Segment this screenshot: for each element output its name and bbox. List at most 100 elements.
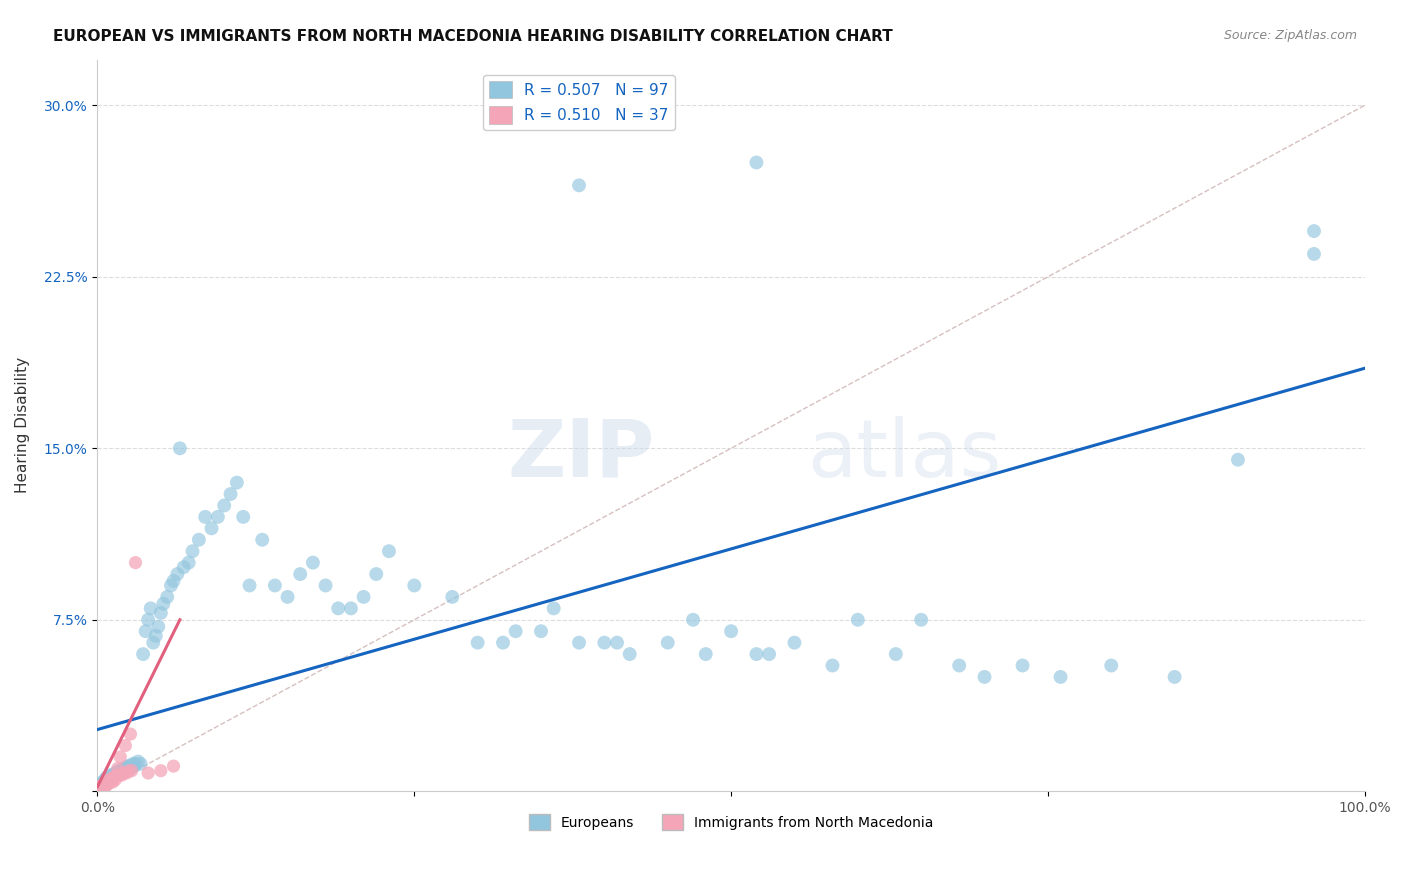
Point (114, 761, 136, 775)
Point (100, 771, 122, 785)
Point (97, 775, 120, 789)
Point (145, 629, 167, 643)
Point (120, 761, 142, 775)
Point (101, 775, 124, 789)
Point (98, 772, 121, 787)
Text: atlas: atlas (807, 416, 1001, 493)
Text: EUROPEAN VS IMMIGRANTS FROM NORTH MACEDONIA HEARING DISABILITY CORRELATION CHART: EUROPEAN VS IMMIGRANTS FROM NORTH MACEDO… (53, 29, 893, 44)
Point (149, 606, 172, 620)
Point (110, 766, 132, 780)
Point (108, 768, 131, 782)
Point (107, 766, 129, 780)
Point (973, 670, 995, 684)
Point (115, 761, 138, 775)
Point (1099, 658, 1122, 673)
Point (568, 635, 591, 649)
Point (821, 658, 844, 673)
Point (94, 772, 117, 787)
Point (441, 590, 464, 604)
Point (173, 560, 195, 574)
Point (166, 567, 188, 582)
Point (657, 635, 679, 649)
Point (101, 771, 124, 785)
Point (884, 647, 907, 661)
Point (136, 613, 159, 627)
Point (101, 768, 124, 782)
Point (122, 759, 145, 773)
Point (105, 768, 128, 782)
Point (152, 597, 174, 611)
Point (94, 780, 117, 794)
Point (104, 772, 127, 787)
Point (149, 764, 172, 778)
Point (160, 578, 183, 592)
Point (93, 780, 115, 794)
Point (120, 727, 142, 741)
Point (121, 764, 143, 778)
Point (118, 764, 141, 778)
Point (948, 658, 970, 673)
Point (1049, 670, 1071, 684)
Point (103, 768, 125, 782)
Point (1226, 452, 1249, 467)
Point (219, 487, 242, 501)
Point (606, 635, 628, 649)
Point (97, 777, 120, 791)
Point (530, 624, 553, 639)
Point (910, 613, 932, 627)
Point (328, 601, 350, 615)
Point (783, 635, 806, 649)
Point (200, 521, 222, 535)
Point (103, 771, 125, 785)
Point (353, 590, 375, 604)
Point (115, 766, 138, 780)
Point (181, 544, 204, 558)
Point (169, 442, 191, 456)
Point (91, 780, 114, 794)
Point (139, 601, 162, 615)
Point (107, 761, 129, 775)
Point (90, 777, 112, 791)
Point (100, 772, 122, 787)
Point (720, 624, 742, 639)
Point (94, 777, 117, 791)
Point (366, 567, 388, 582)
Point (112, 761, 135, 775)
Point (132, 647, 155, 661)
Y-axis label: Hearing Disability: Hearing Disability (15, 358, 30, 493)
Point (110, 768, 132, 782)
Point (98, 768, 121, 782)
Point (96, 771, 118, 785)
Point (745, 155, 768, 169)
Point (110, 750, 132, 764)
Point (207, 509, 229, 524)
Point (593, 635, 616, 649)
Point (290, 567, 312, 582)
Point (277, 590, 299, 604)
Point (110, 764, 132, 778)
Point (505, 624, 527, 639)
Point (142, 635, 165, 649)
Point (252, 533, 274, 547)
Point (378, 544, 401, 558)
Point (187, 533, 209, 547)
Point (225, 475, 247, 490)
Point (90, 780, 112, 794)
Point (96, 777, 118, 791)
Point (124, 756, 146, 771)
Point (93, 775, 115, 789)
Point (117, 759, 139, 773)
Point (91, 777, 114, 791)
Point (104, 766, 127, 780)
Point (264, 578, 287, 592)
Point (212, 499, 235, 513)
Point (97, 772, 120, 787)
Point (136, 766, 159, 780)
Legend: Europeans, Immigrants from North Macedonia: Europeans, Immigrants from North Macedon… (523, 808, 939, 836)
Point (96, 775, 118, 789)
Point (127, 755, 149, 769)
Point (118, 759, 141, 773)
Text: Source: ZipAtlas.com: Source: ZipAtlas.com (1223, 29, 1357, 42)
Point (238, 578, 260, 592)
Point (114, 739, 136, 753)
